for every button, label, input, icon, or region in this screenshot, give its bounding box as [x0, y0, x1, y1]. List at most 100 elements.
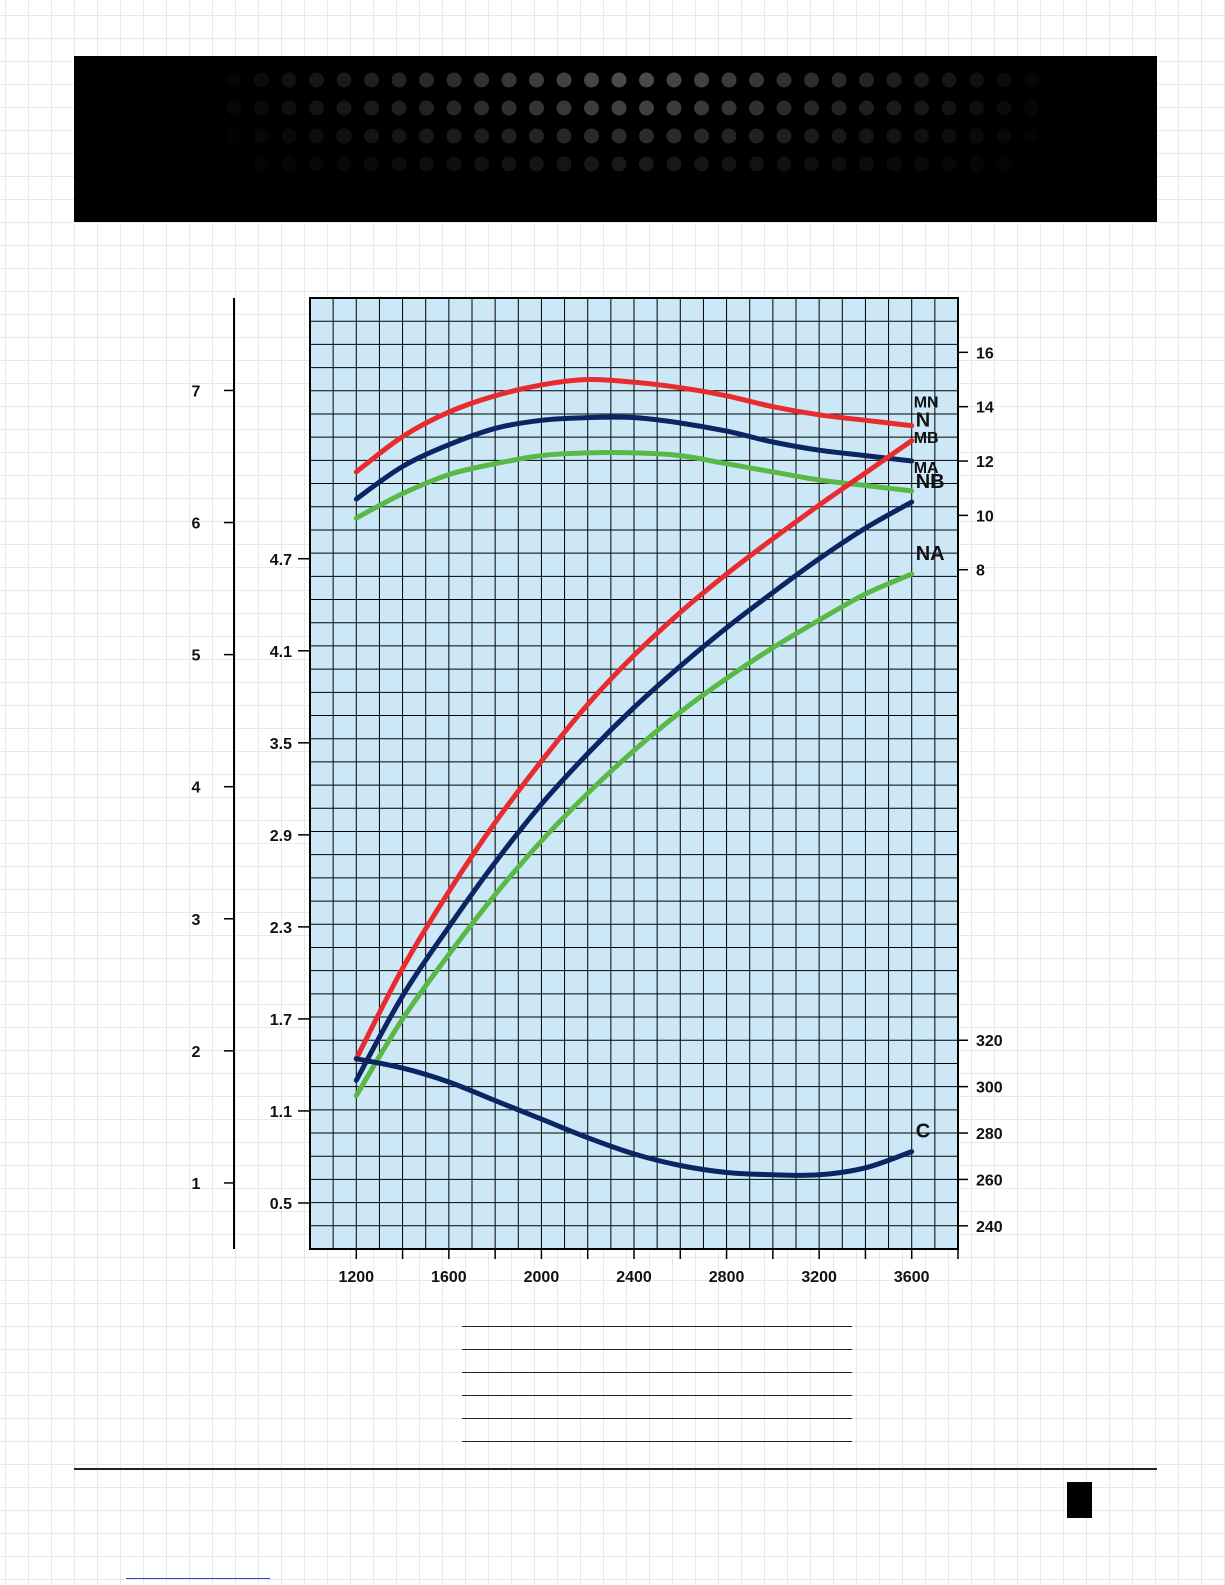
header-dot-pattern — [254, 72, 1012, 172]
blank-rule — [462, 1441, 852, 1464]
inner-left-tick-label: 1.1 — [270, 1104, 292, 1121]
inner-left-tick-label: 3.5 — [270, 736, 292, 753]
header-dot — [309, 72, 324, 88]
x-tick-label: 2400 — [616, 1269, 652, 1286]
x-tick-label: 2000 — [524, 1269, 560, 1286]
series-label-mb: MB — [914, 430, 939, 447]
header-dot — [776, 100, 792, 116]
header-dot — [611, 156, 627, 172]
consumption-tick-label: 300 — [976, 1080, 1003, 1097]
inner-left-tick-label: 1.7 — [270, 1012, 292, 1029]
header-dot — [254, 100, 269, 116]
header-dot — [721, 128, 737, 144]
footer-rule — [74, 1468, 1157, 1470]
header-dot — [694, 100, 709, 116]
header-dot — [309, 100, 324, 116]
header-dot — [391, 156, 407, 172]
series-label-ma: MA — [914, 460, 939, 477]
x-tick-label: 3200 — [801, 1269, 837, 1286]
header-dot — [584, 156, 599, 172]
header-dot — [391, 72, 407, 88]
torque-tick-label: 12 — [976, 454, 994, 471]
header-dot — [804, 100, 819, 116]
header-dot — [391, 100, 407, 116]
header-dot — [336, 100, 352, 116]
header-dot — [804, 72, 819, 88]
blank-rule — [462, 1372, 852, 1395]
blank-rule — [462, 1326, 852, 1349]
header-dot — [639, 156, 654, 172]
header-dot — [391, 128, 407, 144]
blank-rule — [462, 1395, 852, 1418]
header-dot — [969, 100, 984, 116]
header-dot — [281, 100, 297, 116]
header-dot — [694, 156, 709, 172]
header-dot — [694, 128, 709, 144]
series-line-c — [353, 1056, 915, 1178]
header-dot — [694, 72, 709, 88]
header-dot — [776, 72, 792, 88]
header-dot — [501, 72, 517, 88]
header-dot — [364, 128, 379, 144]
header-dot — [666, 128, 682, 144]
blank-rule — [462, 1349, 852, 1372]
header-dot — [859, 72, 874, 88]
inner-left-axis: 0.5 1.1 1.7 2.3 2.9 3.5 4.1 4.7 — [270, 552, 310, 1213]
header-dot — [446, 72, 462, 88]
header-dot — [611, 128, 627, 144]
header-dot — [474, 128, 489, 144]
header-dot — [556, 72, 572, 88]
bottom-link-underline[interactable] — [126, 1578, 270, 1579]
outer-left-tick-label: 4 — [192, 780, 201, 797]
header-dot — [886, 72, 902, 88]
x-tick-label: 3600 — [894, 1269, 930, 1286]
series-line-mn — [353, 376, 915, 475]
outer-left-tick-label: 2 — [192, 1044, 201, 1061]
inner-left-tick-label: 4.1 — [270, 644, 292, 661]
header-dot — [529, 72, 544, 88]
header-dot — [749, 156, 764, 172]
header-dot — [886, 128, 902, 144]
header-dot — [776, 128, 792, 144]
header-dot — [666, 72, 682, 88]
header-dot — [666, 156, 682, 172]
outer-left-tick-label: 5 — [192, 648, 201, 665]
header-dot — [556, 128, 572, 144]
header-dot — [721, 72, 737, 88]
header-dot — [336, 72, 352, 88]
inner-left-tick-label: 2.9 — [270, 828, 292, 845]
header-dot — [941, 72, 957, 88]
header-dot — [996, 72, 1012, 88]
header-dot — [419, 72, 434, 88]
x-tick-label: 2800 — [709, 1269, 745, 1286]
blank-rule — [462, 1418, 852, 1441]
header-dot — [914, 100, 929, 116]
torque-tick-label: 14 — [976, 400, 994, 417]
series-label-mn: MN — [914, 395, 939, 412]
header-dot — [996, 100, 1012, 116]
header-dot — [639, 100, 654, 116]
right-axis: 8 10 12 14 16 240 260 280 300 320 — [958, 345, 1003, 1236]
header-dot — [364, 72, 379, 88]
series-line-ma — [353, 450, 915, 521]
header-dot — [419, 156, 434, 172]
header-dot — [831, 156, 847, 172]
header-dot — [529, 128, 544, 144]
inner-left-tick-label: 4.7 — [270, 552, 292, 569]
header-dot — [804, 156, 819, 172]
torque-tick-label: 8 — [976, 563, 985, 580]
inner-left-tick-label: 0.5 — [270, 1196, 292, 1213]
consumption-tick-label: 240 — [976, 1219, 1003, 1236]
header-dot — [584, 128, 599, 144]
header-dot — [776, 156, 792, 172]
header-dot — [254, 72, 269, 88]
outer-left-tick-label: 3 — [192, 912, 201, 929]
header-dot — [639, 72, 654, 88]
header-dot — [556, 156, 572, 172]
inner-left-tick-label: 2.3 — [270, 920, 292, 937]
series-labels: MN MB MA N NB NA C — [914, 395, 945, 1143]
series-label-n: N — [916, 410, 930, 432]
header-dot — [364, 100, 379, 116]
header-dot — [446, 128, 462, 144]
